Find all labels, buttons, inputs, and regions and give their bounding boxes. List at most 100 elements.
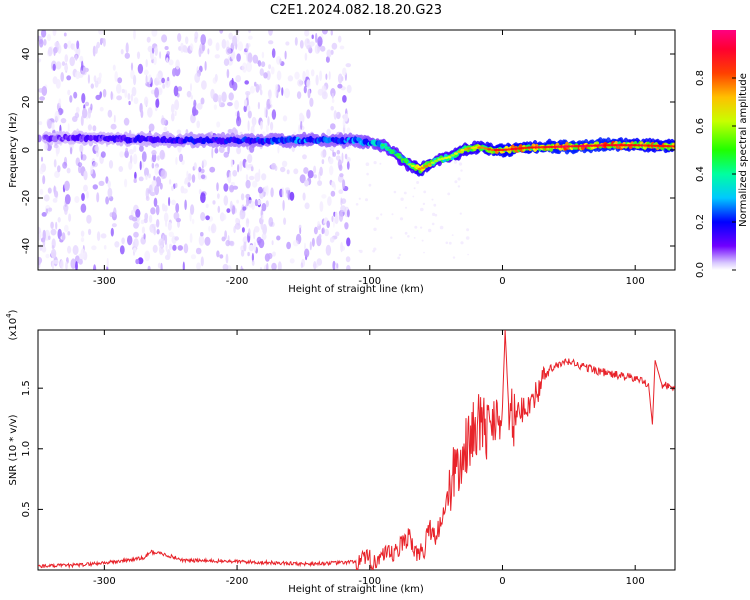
noise-speckle bbox=[326, 220, 331, 229]
noise-speckle bbox=[159, 182, 163, 190]
noise-speckle bbox=[331, 92, 334, 99]
noise-speckle bbox=[265, 185, 269, 196]
noise-speckle bbox=[413, 187, 416, 190]
noise-speckle bbox=[336, 111, 341, 120]
snr-scale-exponent: 4 bbox=[5, 313, 13, 318]
noise-speckle bbox=[105, 176, 109, 184]
noise-speckle bbox=[266, 262, 269, 270]
colorbar-tick-label: 0.0 bbox=[695, 262, 706, 278]
noise-speckle bbox=[168, 179, 172, 185]
noise-speckle bbox=[236, 53, 241, 62]
noise-speckle bbox=[337, 35, 342, 43]
noise-speckle bbox=[78, 165, 82, 174]
noise-speckle bbox=[200, 34, 206, 45]
noise-speckle bbox=[92, 125, 97, 132]
noise-speckle bbox=[139, 160, 142, 171]
noise-speckle bbox=[265, 124, 269, 133]
noise-speckle bbox=[52, 198, 58, 203]
noise-speckle bbox=[253, 229, 256, 240]
noise-speckle bbox=[39, 39, 44, 48]
noise-speckle bbox=[247, 110, 252, 119]
noise-speckle bbox=[154, 46, 158, 56]
noise-speckle bbox=[330, 123, 336, 130]
noise-speckle bbox=[50, 248, 57, 259]
noise-speckle bbox=[311, 237, 315, 247]
noise-speckle bbox=[111, 223, 117, 228]
x-tick-label: -300 bbox=[93, 576, 116, 587]
noise-speckle bbox=[53, 47, 56, 56]
y-tick-label: 0.5 bbox=[21, 501, 32, 517]
noise-speckle bbox=[186, 90, 192, 98]
ridge-peak bbox=[633, 144, 638, 147]
noise-speckle bbox=[54, 190, 59, 198]
noise-speckle bbox=[110, 91, 113, 101]
noise-speckle bbox=[217, 205, 221, 213]
ridge-peak bbox=[593, 144, 598, 147]
noise-speckle bbox=[258, 83, 262, 91]
noise-speckle bbox=[47, 187, 52, 194]
ridge-peak bbox=[497, 148, 502, 152]
noise-speckle bbox=[237, 41, 244, 52]
noise-speckle bbox=[193, 99, 197, 108]
noise-speckle bbox=[325, 244, 332, 256]
noise-speckle bbox=[127, 235, 133, 246]
noise-speckle bbox=[88, 228, 92, 236]
noise-speckle bbox=[229, 200, 233, 211]
noise-speckle bbox=[458, 162, 463, 166]
ridge-peak bbox=[540, 146, 545, 149]
noise-speckle bbox=[81, 60, 84, 71]
noise-speckle bbox=[307, 88, 311, 99]
noise-speckle bbox=[148, 184, 153, 195]
noise-speckle bbox=[159, 149, 165, 160]
x-tick-label: -100 bbox=[358, 576, 381, 587]
noise-speckle bbox=[317, 36, 323, 47]
noise-speckle bbox=[172, 244, 177, 251]
ridge-peak bbox=[467, 147, 472, 150]
ridge-peak bbox=[490, 148, 495, 152]
noise-speckle bbox=[234, 222, 241, 230]
noise-speckle bbox=[41, 30, 47, 38]
noise-speckle bbox=[140, 109, 144, 119]
noise-speckle bbox=[110, 227, 114, 237]
noise-speckle bbox=[375, 216, 379, 220]
noise-speckle bbox=[225, 46, 231, 55]
noise-speckle bbox=[403, 191, 407, 195]
noise-speckle bbox=[67, 40, 72, 49]
noise-speckle bbox=[337, 159, 342, 170]
noise-speckle bbox=[72, 245, 79, 255]
noise-speckle bbox=[325, 73, 328, 80]
noise-speckle bbox=[68, 213, 72, 222]
noise-speckle bbox=[210, 88, 215, 99]
noise-speckle bbox=[294, 71, 300, 80]
noise-speckle bbox=[96, 231, 101, 242]
noise-speckle bbox=[321, 159, 325, 165]
noise-speckle bbox=[38, 256, 43, 264]
noise-speckle bbox=[144, 212, 149, 221]
ridge-peak bbox=[437, 158, 442, 161]
noise-speckle bbox=[240, 250, 245, 257]
noise-speckle bbox=[246, 219, 250, 224]
noise-speckle bbox=[359, 249, 363, 254]
noise-speckle bbox=[373, 247, 377, 251]
noise-speckle bbox=[62, 161, 68, 169]
noise-speckle bbox=[331, 98, 335, 104]
noise-speckle bbox=[113, 114, 116, 123]
ridge-peak bbox=[626, 144, 631, 147]
noise-speckle bbox=[342, 179, 346, 190]
noise-speckle bbox=[124, 150, 129, 158]
noise-speckle bbox=[328, 157, 334, 165]
noise-speckle bbox=[106, 257, 109, 268]
noise-speckle bbox=[282, 200, 285, 211]
noise-speckle bbox=[405, 206, 407, 209]
noise-speckle bbox=[338, 210, 344, 222]
noise-speckle bbox=[380, 213, 383, 216]
noise-speckle bbox=[277, 145, 280, 154]
noise-speckle bbox=[80, 248, 86, 259]
noise-speckle bbox=[304, 202, 310, 210]
ridge-peak bbox=[464, 148, 468, 151]
noise-speckle bbox=[260, 266, 262, 270]
noise-speckle bbox=[67, 123, 70, 133]
noise-speckle bbox=[117, 77, 123, 84]
noise-speckle bbox=[164, 46, 169, 50]
noise-speckle bbox=[201, 80, 207, 90]
